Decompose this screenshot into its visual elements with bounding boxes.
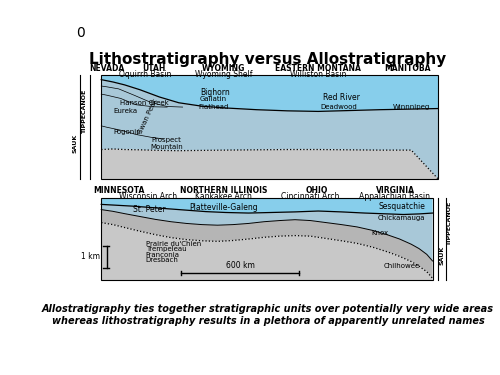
Text: Appalachian Basin: Appalachian Basin xyxy=(360,192,430,201)
Text: 1 km: 1 km xyxy=(82,252,100,261)
Text: WYOMING: WYOMING xyxy=(202,64,245,73)
Text: Cincinnati Arch: Cincinnati Arch xyxy=(282,192,340,201)
Bar xyxy=(101,75,438,179)
Text: Kankakee Arch: Kankakee Arch xyxy=(195,192,252,201)
Text: MANITOBA: MANITOBA xyxy=(384,64,430,73)
Text: TIPPECANOE: TIPPECANOE xyxy=(446,202,452,246)
Text: 600 km: 600 km xyxy=(226,261,254,270)
Text: SAUK: SAUK xyxy=(72,133,78,153)
Polygon shape xyxy=(101,210,432,278)
Text: Dresbach: Dresbach xyxy=(146,257,178,263)
Text: Deadwood: Deadwood xyxy=(321,104,358,110)
Text: St. Peter: St. Peter xyxy=(134,204,166,213)
Text: TIPPECANOE: TIPPECANOE xyxy=(82,90,87,134)
Text: Lithostratigraphy versus Allostratigraphy: Lithostratigraphy versus Allostratigraph… xyxy=(89,52,447,67)
Text: Trempeleau: Trempeleau xyxy=(146,246,186,252)
Text: Flathead: Flathead xyxy=(198,104,229,110)
Text: Eureka: Eureka xyxy=(113,108,137,114)
Polygon shape xyxy=(101,75,438,111)
Text: Hanson Creek: Hanson Creek xyxy=(120,100,168,106)
Text: NEVADA: NEVADA xyxy=(90,64,124,73)
Text: Allostratigraphy ties together stratigraphic units over potentially very wide ar: Allostratigraphy ties together stratigra… xyxy=(42,304,494,326)
Polygon shape xyxy=(101,149,438,179)
Text: Platteville-Galeng: Platteville-Galeng xyxy=(189,203,258,212)
Text: Wisconsin Arch: Wisconsin Arch xyxy=(118,192,177,201)
Text: Wyoming Shelf: Wyoming Shelf xyxy=(194,70,252,79)
Text: NORTHERN ILLINOIS: NORTHERN ILLINOIS xyxy=(180,186,267,195)
Text: Oquirrh Basin: Oquirrh Basin xyxy=(118,70,171,79)
Text: Bighorn: Bighorn xyxy=(200,88,230,97)
Text: Knox: Knox xyxy=(372,230,389,236)
Polygon shape xyxy=(101,80,438,179)
Text: Chickamauga: Chickamauga xyxy=(378,215,426,221)
Text: EASTERN MONTANA: EASTERN MONTANA xyxy=(276,64,361,73)
Text: Red River: Red River xyxy=(323,93,360,102)
Bar xyxy=(101,198,432,280)
Text: UTAH: UTAH xyxy=(142,64,165,73)
Text: 0: 0 xyxy=(76,26,85,40)
Text: VIRGINIA: VIRGINIA xyxy=(376,186,415,195)
Text: Swan Peak: Swan Peak xyxy=(138,98,159,134)
Text: OHIO: OHIO xyxy=(305,186,328,195)
Polygon shape xyxy=(101,198,432,214)
Text: MINNESOTA: MINNESOTA xyxy=(93,186,144,195)
Text: Prospect
Mountain: Prospect Mountain xyxy=(150,136,182,150)
Text: Pogonip: Pogonip xyxy=(113,129,140,135)
Polygon shape xyxy=(101,204,432,261)
Text: Gallatin: Gallatin xyxy=(200,96,227,102)
Text: SAUK: SAUK xyxy=(440,246,444,265)
Text: Williston Basin: Williston Basin xyxy=(290,70,346,79)
Text: Prairie du'Chien: Prairie du'Chien xyxy=(146,241,201,247)
Text: Franconia: Franconia xyxy=(146,252,180,258)
Text: Winnnipeg: Winnnipeg xyxy=(392,104,430,110)
Text: Chilhowee: Chilhowee xyxy=(384,263,420,269)
Polygon shape xyxy=(101,223,432,280)
Text: Sesquatchie: Sesquatchie xyxy=(378,202,425,211)
